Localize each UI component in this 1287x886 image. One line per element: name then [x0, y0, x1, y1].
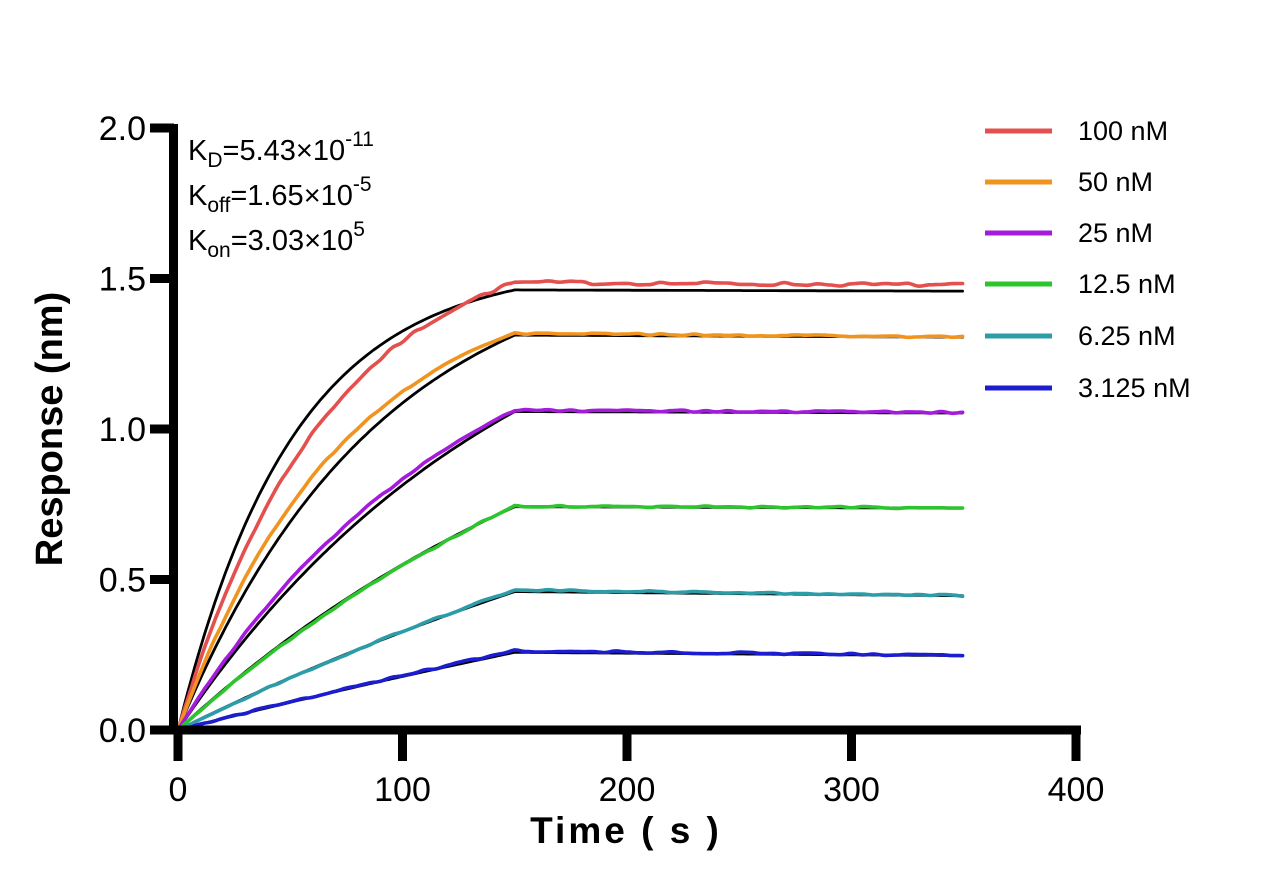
legend-item-12.5nM: 12.5 nM — [985, 269, 1176, 299]
y-axis-title: Response (nm) — [29, 292, 71, 566]
x-tick-label-100: 100 — [374, 771, 431, 809]
kd-annotation: KD=5.43×10-11 — [188, 128, 374, 172]
legend-label-100nM: 100 nM — [1078, 116, 1168, 146]
kon-annotation: Kon=3.03×105 — [188, 218, 365, 262]
legend-label-12.5nM: 12.5 nM — [1078, 269, 1176, 299]
fit-curve-6.25-nM — [176, 590, 964, 732]
fit-curve-12.5-nM — [176, 505, 964, 732]
data-curve-6.25-nM — [176, 587, 965, 732]
legend-item-3.125nM: 3.125 nM — [985, 373, 1191, 403]
x-axis-title: Time ( s ) — [530, 810, 722, 851]
y-tick-label-2.0: 2.0 — [99, 110, 146, 148]
data-curve-25-nM — [176, 407, 965, 732]
legend-label-6.25nM: 6.25 nM — [1078, 321, 1176, 351]
x-tick-label-0: 0 — [169, 771, 188, 809]
legend-label-25nM: 25 nM — [1078, 218, 1153, 248]
x-tick-label-400: 400 — [1048, 771, 1105, 809]
x-tick-label-300: 300 — [823, 771, 880, 809]
legend-item-25nM: 25 nM — [985, 218, 1153, 248]
y-tick-label-0.5: 0.5 — [99, 562, 146, 600]
legend-item-50nM: 50 nM — [985, 167, 1153, 197]
fit-curve-3.125-nM — [176, 650, 964, 732]
koff-annotation: Koff=1.65×10-5 — [188, 173, 372, 217]
legend-label-50nM: 50 nM — [1078, 167, 1153, 197]
curves-group — [176, 279, 965, 732]
data-curve-50-nM — [176, 331, 965, 732]
y-tick-label-1.0: 1.0 — [99, 411, 146, 449]
data-curve-100-nM — [176, 279, 965, 732]
fit-curve-50-nM — [176, 333, 964, 732]
data-curve-12.5-nM — [176, 503, 965, 732]
legend-item-100nM: 100 nM — [985, 116, 1168, 146]
fit-curve-100-nM — [176, 288, 964, 732]
legend-item-6.25nM: 6.25 nM — [985, 321, 1176, 351]
legend-label-3.125nM: 3.125 nM — [1078, 373, 1191, 403]
y-tick-label-1.5: 1.5 — [99, 261, 146, 299]
data-curve-3.125-nM — [176, 648, 965, 732]
legend: 100 nM 50 nM 25 nM 12.5 nM 6.25 nM 3.125… — [985, 116, 1191, 403]
x-tick-label-200: 200 — [599, 771, 656, 809]
y-tick-label-0.0: 0.0 — [99, 712, 146, 750]
